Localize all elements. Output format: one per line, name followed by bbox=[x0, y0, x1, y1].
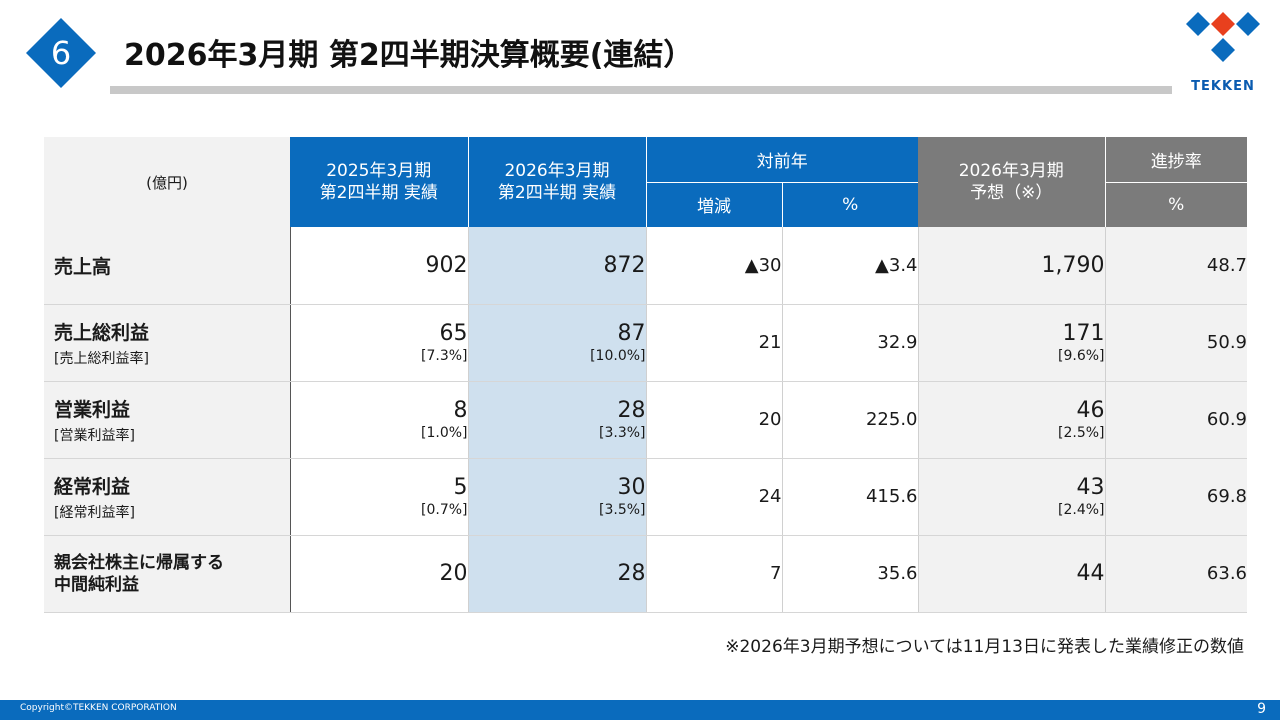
curr-value: 872 bbox=[468, 227, 647, 305]
progress-value: 50.9 bbox=[1105, 304, 1247, 382]
table-row: 売上総利益 [売上総利益率] 65 [7.3%] 87 [10.0%] 21 32.9… bbox=[44, 304, 1247, 382]
yoy-pct: 225.0 bbox=[782, 381, 919, 459]
progress-value: 69.8 bbox=[1105, 458, 1247, 536]
col-prev-header: 2025年3月期 第2四半期 実績 bbox=[290, 137, 469, 227]
yoy-pct: 415.6 bbox=[782, 458, 919, 536]
table-row: 経常利益 [経常利益率] 5 [0.7%] 30 [3.5%] 24 415.6 43… bbox=[44, 458, 1247, 536]
yoy-change: 20 bbox=[646, 381, 783, 459]
logo-text: TEKKEN bbox=[1191, 79, 1255, 94]
col-forecast-header: 2026年3月期 予想（※） bbox=[918, 137, 1106, 227]
col-yoy-pct-header: % bbox=[782, 182, 918, 227]
financial-summary-table: (億円) 2025年3月期 第2四半期 実績 2026年3月期 第2四半期 実績… bbox=[44, 137, 1247, 613]
page-title: 2026年3月期 第2四半期決算概要(連結） bbox=[124, 38, 694, 73]
yoy-pct: 35.6 bbox=[782, 535, 919, 613]
row-label: 営業利益 [営業利益率] bbox=[44, 381, 291, 459]
prev-value: 20 bbox=[290, 535, 469, 613]
yoy-pct: 32.9 bbox=[782, 304, 919, 382]
page-number: 9 bbox=[1257, 701, 1266, 717]
curr-value: 30 [3.5%] bbox=[468, 458, 647, 536]
progress-value: 48.7 bbox=[1105, 227, 1247, 305]
curr-value: 28 bbox=[468, 535, 647, 613]
yoy-change: ▲30 bbox=[646, 227, 783, 305]
tekken-logo-icon bbox=[1182, 10, 1264, 96]
slide-number: 6 bbox=[50, 34, 72, 72]
table-row: 営業利益 [営業利益率] 8 [1.0%] 28 [3.3%] 20 225.0 46… bbox=[44, 381, 1247, 459]
slide-number-diamond bbox=[26, 18, 96, 88]
row-label: 経常利益 [経常利益率] bbox=[44, 458, 291, 536]
prev-value: 902 bbox=[290, 227, 469, 305]
unit-label: (億円) bbox=[44, 137, 290, 227]
curr-value: 87 [10.0%] bbox=[468, 304, 647, 382]
copyright-text: Copyright©TEKKEN CORPORATION bbox=[20, 703, 177, 713]
yoy-pct: ▲3.4 bbox=[782, 227, 919, 305]
title-underline bbox=[110, 86, 1172, 94]
forecast-value: 44 bbox=[918, 535, 1106, 613]
yoy-change: 21 bbox=[646, 304, 783, 382]
yoy-change: 24 bbox=[646, 458, 783, 536]
prev-value: 8 [1.0%] bbox=[290, 381, 469, 459]
col-yoy-change-header: 増減 bbox=[646, 182, 783, 227]
forecast-value: 1,790 bbox=[918, 227, 1106, 305]
forecast-note: ※2026年3月期予想については11月13日に発表した業績修正の数値 bbox=[725, 637, 1244, 657]
footer-bar: Copyright©TEKKEN CORPORATION 9 bbox=[0, 700, 1280, 720]
row-label: 親会社株主に帰属する 中間純利益 bbox=[44, 535, 291, 613]
table-row: 売上高 902 872 ▲30 ▲3.4 1,790 48.7 bbox=[44, 227, 1247, 305]
table-row: 親会社株主に帰属する 中間純利益 20 28 7 35.6 44 63.6 bbox=[44, 535, 1247, 613]
forecast-value: 46 [2.5%] bbox=[918, 381, 1106, 459]
row-label: 売上総利益 [売上総利益率] bbox=[44, 304, 291, 382]
prev-value: 5 [0.7%] bbox=[290, 458, 469, 536]
col-progress-pct-header: % bbox=[1105, 182, 1247, 227]
col-progress-header: 進捗率 bbox=[1105, 137, 1247, 183]
forecast-value: 171 [9.6%] bbox=[918, 304, 1106, 382]
col-yoy-header: 対前年 bbox=[646, 137, 918, 183]
progress-value: 63.6 bbox=[1105, 535, 1247, 613]
prev-value: 65 [7.3%] bbox=[290, 304, 469, 382]
curr-value: 28 [3.3%] bbox=[468, 381, 647, 459]
yoy-change: 7 bbox=[646, 535, 783, 613]
forecast-value: 43 [2.4%] bbox=[918, 458, 1106, 536]
col-curr-header: 2026年3月期 第2四半期 実績 bbox=[468, 137, 647, 227]
progress-value: 60.9 bbox=[1105, 381, 1247, 459]
row-label: 売上高 bbox=[44, 227, 291, 305]
